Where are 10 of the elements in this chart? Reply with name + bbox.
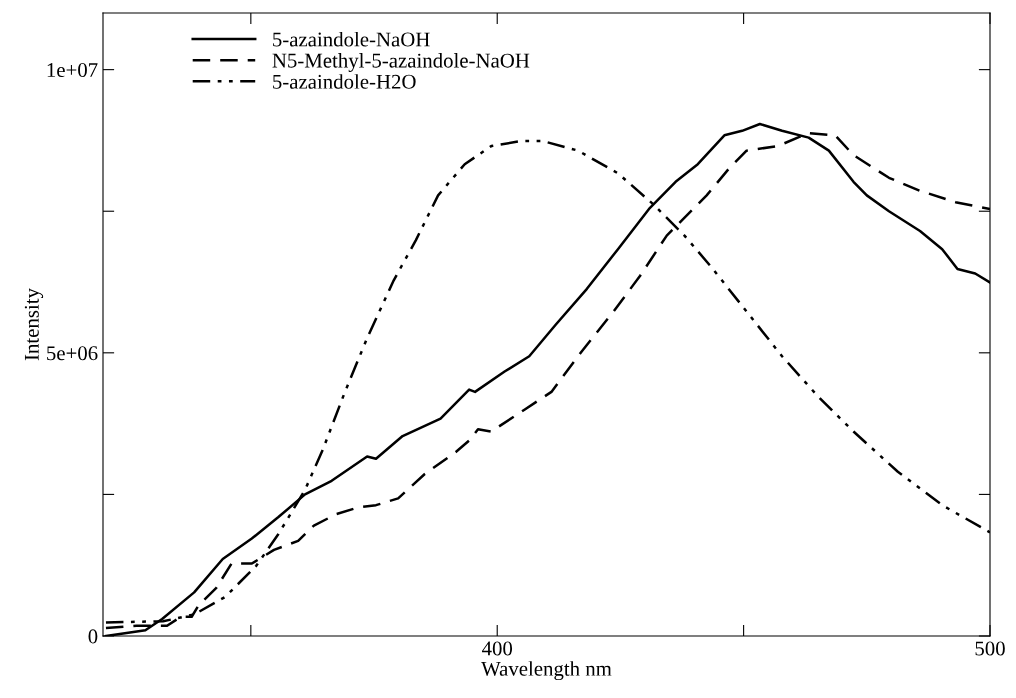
x-tick-label: 500 <box>975 641 1005 656</box>
x-axis-title: Wavelength nm <box>481 661 612 681</box>
legend-label: 5-azaindole-NaOH <box>273 31 430 47</box>
y-tick-label: 5e+06 <box>47 346 98 361</box>
legend-label: 5-azaindole-H2O <box>273 74 416 89</box>
legend-label: N5-Methyl-5-azaindole-NaOH <box>272 52 530 72</box>
y-axis-title: Intensity <box>24 288 44 361</box>
y-tick-label: 1e+07 <box>47 63 98 78</box>
y-tick-label: 0 <box>88 629 98 644</box>
x-tick-label: 400 <box>482 641 513 656</box>
